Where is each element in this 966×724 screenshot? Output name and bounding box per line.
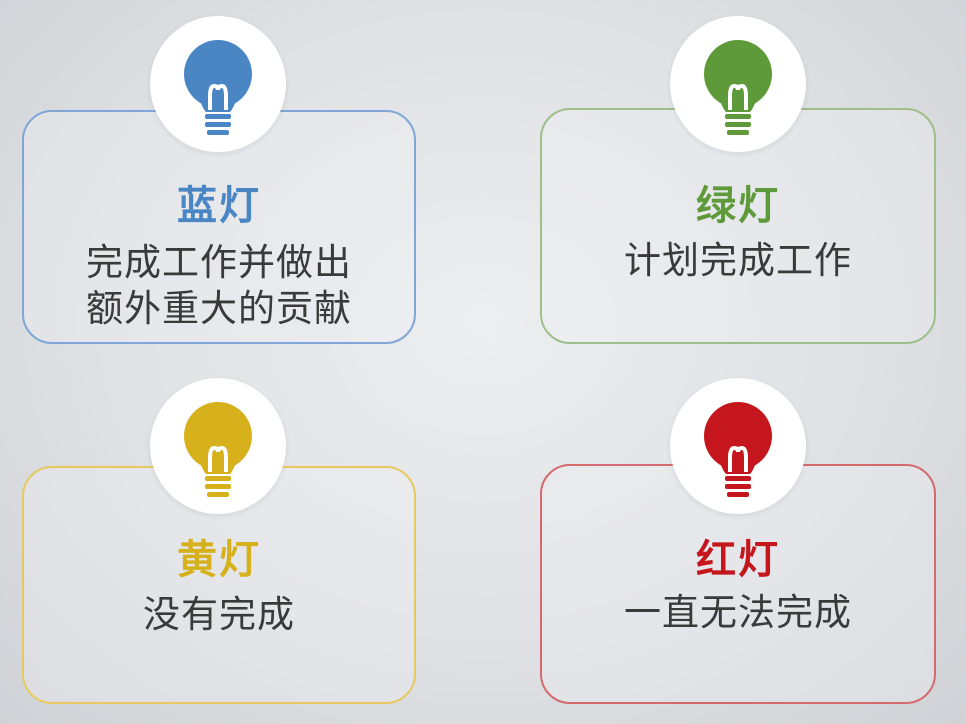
bulb-badge-green [670,16,806,152]
bulb-badge-red [670,378,806,514]
lightbulb-icon [184,40,252,135]
card-title: 蓝灯 [177,183,261,229]
bulb-badge-blue [150,16,286,152]
bulb-badge-yellow [150,378,286,514]
card-description-line-1: 完成工作并做出 [86,241,352,284]
card-description-line-2: 额外重大的贡献 [86,287,352,330]
card-description-line-1: 一直无法完成 [624,591,852,634]
card-title: 红灯 [696,537,780,583]
card-title: 黄灯 [177,537,261,583]
lightbulb-icon [704,402,772,497]
card-title: 绿灯 [696,183,780,229]
card-description-line-1: 没有完成 [143,593,295,636]
lightbulb-icon [184,402,252,497]
card-description-line-1: 计划完成工作 [624,239,852,282]
lightbulb-icon [704,40,772,135]
